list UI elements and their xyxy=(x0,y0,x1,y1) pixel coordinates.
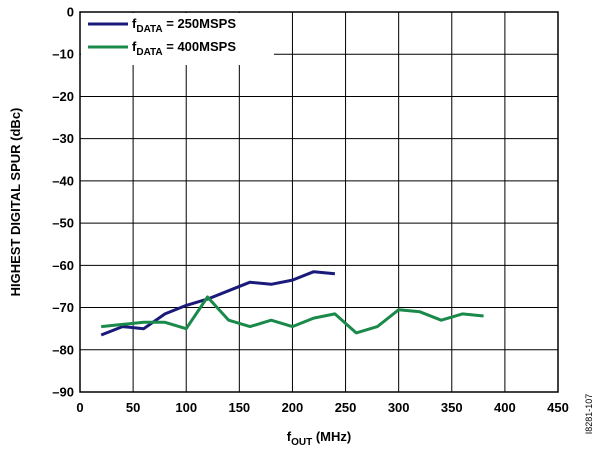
y-axis-label: HIGHEST DIGITAL SPUR (dBc) xyxy=(8,108,23,297)
x-tick-label: 300 xyxy=(388,400,410,415)
y-tick-label: –40 xyxy=(52,173,74,188)
y-tick-label: –10 xyxy=(52,47,74,62)
y-tick-label: –20 xyxy=(52,89,74,104)
y-tick-label: –70 xyxy=(52,300,74,315)
x-tick-label: 50 xyxy=(126,400,140,415)
x-tick-label: 400 xyxy=(494,400,516,415)
legend-label-subscript: DATA xyxy=(136,24,162,35)
x-tick-label: 350 xyxy=(441,400,463,415)
series-line-1 xyxy=(100,270,336,337)
legend-label-rest: = 250MSPS xyxy=(163,16,237,31)
series-layer xyxy=(100,270,484,337)
series-line-2 xyxy=(101,295,484,335)
legend-background xyxy=(81,13,274,65)
x-axis-label-unit: (MHz) xyxy=(312,429,351,444)
x-tick-label: 200 xyxy=(282,400,304,415)
legend-label-2: fDATA = 400MSPS xyxy=(132,39,236,58)
y-tick-label: 0 xyxy=(67,5,74,20)
x-tick-label: 100 xyxy=(175,400,197,415)
y-tick-label: –30 xyxy=(52,131,74,146)
y-tick-label: –90 xyxy=(52,385,74,400)
y-tick-label: –50 xyxy=(52,216,74,231)
grid xyxy=(79,11,559,393)
y-tick-label: –60 xyxy=(52,258,74,273)
x-axis-label-main: f xyxy=(287,429,292,444)
x-axis-label-subscript: OUT xyxy=(291,437,312,448)
legend-label-1: fDATA = 250MSPS xyxy=(132,16,236,35)
x-tick-label: 450 xyxy=(547,400,569,415)
x-tick-labels: 0 50 100 150 200 250 300 350 400 450 xyxy=(76,400,568,415)
x-tick-label: 250 xyxy=(335,400,357,415)
x-tick-label: 150 xyxy=(228,400,250,415)
y-tick-label: –80 xyxy=(52,342,74,357)
x-axis-label: fOUT (MHz) xyxy=(287,429,351,448)
figure-id: I8281-107 xyxy=(584,394,594,435)
legend-label-main: f xyxy=(132,39,137,54)
legend-label-subscript: DATA xyxy=(136,47,162,58)
y-tick-labels: 0 –10 –20 –30 –40 –50 –60 –70 –80 –90 xyxy=(52,5,74,400)
legend-label-rest: = 400MSPS xyxy=(163,39,237,54)
x-tick-label: 0 xyxy=(76,400,83,415)
legend-label-main: f xyxy=(132,16,137,31)
plot-frame xyxy=(79,11,559,393)
